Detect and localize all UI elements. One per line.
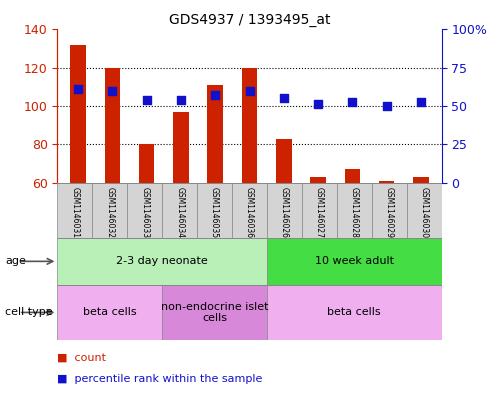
Bar: [162, 183, 197, 238]
Text: cell type: cell type: [5, 307, 52, 318]
Bar: [57, 285, 162, 340]
Text: GSM1146034: GSM1146034: [175, 187, 184, 238]
Text: ■  percentile rank within the sample: ■ percentile rank within the sample: [57, 374, 263, 384]
Bar: [208, 85, 223, 183]
Point: [383, 103, 391, 109]
Text: non-endocrine islet
cells: non-endocrine islet cells: [161, 302, 268, 323]
Bar: [407, 183, 442, 238]
Bar: [302, 183, 337, 238]
Text: GSM1146032: GSM1146032: [105, 187, 114, 238]
Bar: [276, 139, 291, 183]
Bar: [242, 68, 257, 183]
Point: [417, 99, 425, 105]
Bar: [267, 238, 442, 285]
Bar: [139, 144, 154, 183]
Bar: [162, 285, 267, 340]
Text: GSM1146026: GSM1146026: [280, 187, 289, 238]
Bar: [413, 177, 429, 183]
Point: [246, 88, 253, 94]
Text: 10 week adult: 10 week adult: [315, 256, 394, 266]
Bar: [267, 285, 442, 340]
Text: 2-3 day neonate: 2-3 day neonate: [116, 256, 208, 266]
Text: GSM1146028: GSM1146028: [350, 187, 359, 238]
Text: GSM1146029: GSM1146029: [385, 187, 394, 238]
Bar: [57, 183, 92, 238]
Bar: [337, 183, 372, 238]
Bar: [197, 183, 232, 238]
Point: [143, 97, 151, 103]
Text: GSM1146036: GSM1146036: [245, 187, 254, 238]
Text: ■  count: ■ count: [57, 353, 106, 363]
Title: GDS4937 / 1393495_at: GDS4937 / 1393495_at: [169, 13, 330, 27]
Point: [74, 86, 82, 92]
Bar: [310, 177, 326, 183]
Bar: [372, 183, 407, 238]
Text: GSM1146033: GSM1146033: [140, 187, 149, 238]
Point: [314, 101, 322, 107]
Text: GSM1146030: GSM1146030: [420, 187, 429, 238]
Point: [108, 88, 116, 94]
Text: age: age: [5, 256, 26, 266]
Point: [348, 99, 356, 105]
Bar: [345, 169, 360, 183]
Bar: [57, 238, 267, 285]
Bar: [173, 112, 189, 183]
Bar: [105, 68, 120, 183]
Text: beta cells: beta cells: [327, 307, 381, 318]
Bar: [267, 183, 302, 238]
Point: [177, 97, 185, 103]
Text: GSM1146027: GSM1146027: [315, 187, 324, 238]
Bar: [127, 183, 162, 238]
Text: GSM1146035: GSM1146035: [210, 187, 219, 238]
Bar: [70, 45, 86, 183]
Bar: [232, 183, 267, 238]
Point: [280, 95, 288, 101]
Point: [211, 92, 219, 98]
Bar: [379, 181, 394, 183]
Text: GSM1146031: GSM1146031: [70, 187, 79, 238]
Bar: [92, 183, 127, 238]
Text: beta cells: beta cells: [83, 307, 137, 318]
